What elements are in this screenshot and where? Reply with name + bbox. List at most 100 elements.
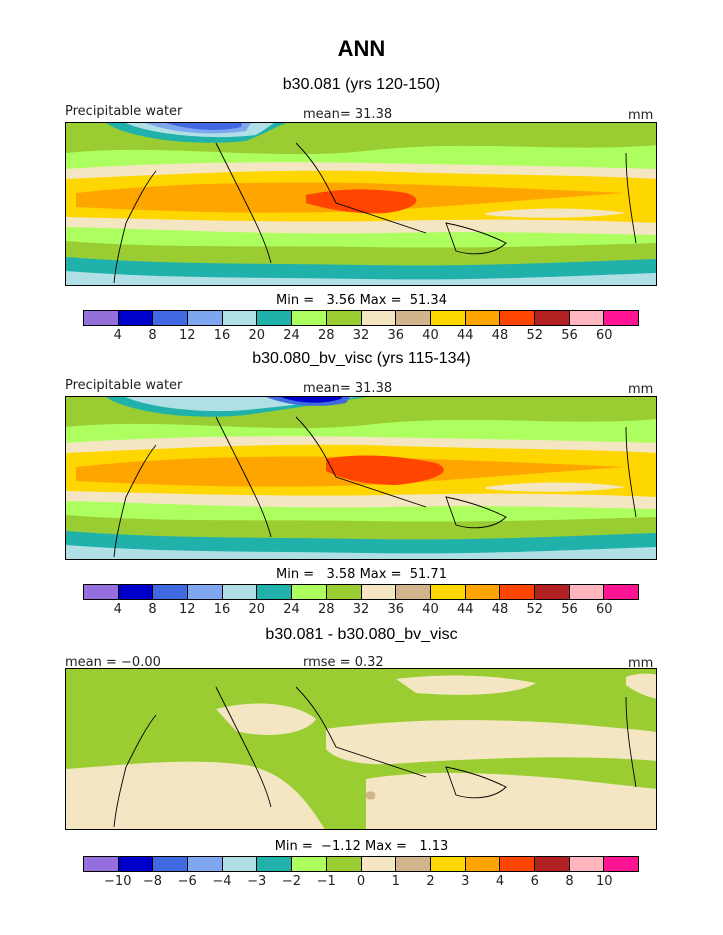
main-title: ANN [337,36,386,61]
colorbar-2 [83,584,639,600]
colorbar-tick: 40 [422,328,439,343]
colorbar-2-swatch [430,585,466,599]
panel-1-variable-label: Precipitable water [65,104,183,119]
colorbar-tick: 56 [561,602,578,617]
colorbar-2-swatch [222,585,258,599]
colorbar-1-swatch [500,311,535,325]
colorbar-1 [83,310,639,326]
colorbar-3-swatch [604,857,638,871]
colorbar-tick: 52 [526,328,544,343]
panel-2-title: b30.080_bv_visc (yrs 115-134) [252,350,471,367]
colorbar-tick: 8 [148,602,157,617]
panel-3-title: b30.081 - b30.080_bv_visc [265,626,458,643]
colorbar-3-ticks: −10 −8 −6 −4 −3 −2 −1 0 1 2 3 4 6 8 10 [83,874,639,890]
colorbar-3-swatch [153,857,189,871]
colorbar-tick: 4 [113,602,122,617]
colorbar-1-swatch [430,311,466,325]
colorbar-tick: 4 [113,328,122,343]
colorbar-1-swatch [84,311,119,325]
colorbar-2-swatch [569,585,605,599]
colorbar-1-swatch [361,311,397,325]
panel-1-map [65,122,657,286]
colorbar-1-swatch [534,311,570,325]
colorbar-tick: 0 [356,874,366,889]
colorbar-tick: −2 [281,874,302,889]
colorbar-tick: 32 [352,602,370,617]
colorbar-3-swatch [361,857,397,871]
colorbar-2-swatch [465,585,501,599]
colorbar-tick: 32 [352,328,370,343]
colorbar-tick: 28 [317,602,335,617]
colorbar-3-swatch [326,857,362,871]
colorbar-tick: −8 [142,874,163,889]
colorbar-1-swatch [118,311,154,325]
panel-2-variable-label: Precipitable water [65,378,183,393]
panel-3-map [65,668,657,830]
colorbar-1-swatch [326,311,362,325]
colorbar-tick: 36 [387,328,405,343]
colorbar-tick: 44 [456,602,474,617]
colorbar-2-swatch [361,585,397,599]
colorbar-tick: 1 [391,874,400,889]
colorbar-tick: 3 [461,874,470,889]
colorbar-1-swatch [396,311,431,325]
colorbar-tick: −3 [247,874,267,889]
colorbar-tick: 48 [491,328,509,343]
colorbar-tick: −4 [212,874,232,889]
panel-3-minmax: Min = −1.12 Max = 1.13 [274,839,449,854]
colorbar-2-swatch [292,585,327,599]
colorbar-3-swatch [465,857,501,871]
colorbar-2-swatch [84,585,119,599]
colorbar-2-swatch [500,585,535,599]
panel-2-mean-label: mean= 31.38 [303,381,393,396]
colorbar-1-swatch [222,311,258,325]
panel-2-units: mm [628,382,654,397]
colorbar-tick: 16 [213,602,231,617]
panel-3-units: mm [628,656,654,671]
colorbar-1-swatch [604,311,638,325]
colorbar-tick: 16 [213,328,231,343]
colorbar-3 [83,856,639,872]
colorbar-tick: 60 [595,328,613,343]
colorbar-tick: 6 [530,874,539,889]
colorbar-tick: 56 [561,328,578,343]
colorbar-2-swatch [257,585,293,599]
colorbar-1-ticks: 4 8 12 16 20 24 28 32 36 40 44 48 52 56 … [83,328,639,344]
colorbar-tick: 20 [248,328,266,343]
colorbar-2-swatch [534,585,570,599]
colorbar-3-swatch [569,857,605,871]
colorbar-1-swatch [153,311,189,325]
colorbar-1-swatch [569,311,605,325]
colorbar-3-swatch [500,857,535,871]
colorbar-1-swatch [257,311,293,325]
colorbar-tick: 8 [148,328,157,343]
colorbar-tick: 24 [283,602,300,617]
colorbar-2-swatch [153,585,189,599]
colorbar-1-swatch [188,311,223,325]
colorbar-tick: 4 [495,874,505,889]
colorbar-2-swatch [118,585,154,599]
colorbar-1-swatch [292,311,327,325]
panel-3-rmse-label: rmse = 0.32 [303,655,384,670]
panel-1-minmax: Min = 3.56 Max = 51.34 [276,293,447,308]
colorbar-tick: 8 [565,874,574,889]
colorbar-2-swatch [188,585,223,599]
colorbar-tick: 36 [387,602,405,617]
panel-1-mean-label: mean= 31.38 [303,107,393,122]
panel-3-mean-label: mean = −0.00 [65,655,161,670]
panel-1-units: mm [628,108,654,123]
colorbar-2-swatch [326,585,362,599]
colorbar-tick: 60 [595,602,613,617]
colorbar-tick: −1 [316,874,336,889]
colorbar-3-swatch [257,857,293,871]
colorbar-3-swatch [84,857,119,871]
colorbar-tick: 24 [283,328,300,343]
colorbar-2-ticks: 4 8 12 16 20 24 28 32 36 40 44 48 52 56 … [83,602,639,618]
colorbar-3-swatch [222,857,258,871]
colorbar-3-swatch [534,857,570,871]
colorbar-tick: 10 [595,874,613,889]
colorbar-tick: 48 [491,602,509,617]
colorbar-tick: 28 [317,328,335,343]
panel-1-title: b30.081 (yrs 120-150) [282,76,441,93]
colorbar-tick: −10 [104,874,132,889]
